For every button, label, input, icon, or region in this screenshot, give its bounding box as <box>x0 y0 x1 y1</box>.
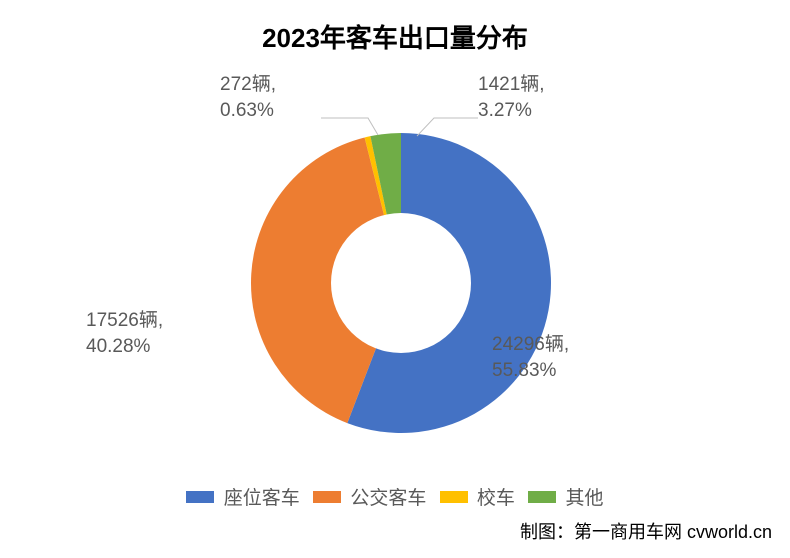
donut-chart-svg <box>0 0 790 558</box>
legend-item-seat: 座位客车 <box>186 483 299 510</box>
credit-text: 制图：第一商用车网 cvworld.cn <box>520 518 772 544</box>
data-label-seat: 24296辆,55.83% <box>492 332 569 383</box>
donut-hole <box>331 213 471 353</box>
legend-item-bus: 公交客车 <box>313 483 426 510</box>
legend-swatch-other <box>528 491 556 503</box>
legend-item-other: 其他 <box>528 483 603 510</box>
leader-other <box>417 118 478 136</box>
data-label-school: 272辆,0.63% <box>220 72 276 123</box>
legend-swatch-bus <box>313 491 341 503</box>
legend-label-school: 校车 <box>477 488 515 509</box>
legend-swatch-school <box>440 491 468 503</box>
legend-label-bus: 公交客车 <box>350 488 426 509</box>
data-label-other: 1421辆,3.27% <box>478 72 545 123</box>
legend-label-other: 其他 <box>566 488 604 509</box>
legend-label-seat: 座位客车 <box>224 488 300 509</box>
legend-swatch-seat <box>186 491 214 503</box>
legend: 座位客车 公交客车 校车 其他 <box>0 483 790 510</box>
data-label-bus: 17526辆,40.28% <box>86 308 163 359</box>
leader-school <box>321 118 378 135</box>
legend-item-school: 校车 <box>440 483 515 510</box>
chart-container: 2023年客车出口量分布 24296辆,55.83%17526辆,40.28%2… <box>0 0 790 558</box>
